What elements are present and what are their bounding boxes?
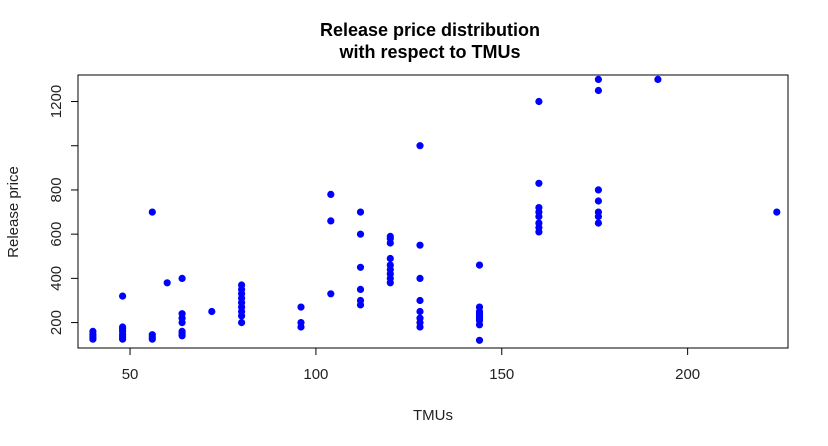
data-point: [327, 290, 335, 298]
plot-frame: [77, 74, 789, 349]
x-tick-label: 100: [303, 366, 328, 383]
y-tick-label: 200: [48, 310, 65, 335]
data-point: [535, 204, 543, 212]
data-point: [475, 336, 484, 344]
data-point: [356, 263, 365, 271]
data-point: [178, 274, 186, 283]
data-point: [148, 208, 156, 216]
y-tick-label: 800: [48, 177, 65, 202]
data-point: [594, 197, 603, 205]
data-point: [594, 86, 603, 95]
data-point: [594, 75, 603, 83]
data-point: [535, 97, 543, 106]
data-point: [148, 331, 156, 339]
y-tick-label: 600: [48, 222, 65, 247]
data-point: [475, 303, 484, 311]
data-point: [356, 296, 365, 305]
data-point: [773, 208, 781, 216]
data-point: [89, 327, 97, 336]
data-point: [416, 307, 424, 316]
data-point: [118, 292, 127, 300]
data-point: [416, 241, 424, 249]
data-point: [356, 208, 365, 216]
chart-title-line2: with respect to TMUs: [338, 42, 520, 62]
data-point: [327, 217, 335, 225]
y-tick-label: 1200: [48, 85, 65, 118]
data-point: [208, 307, 216, 316]
data-point: [594, 219, 603, 227]
x-axis-label: TMUs: [413, 407, 453, 424]
data-point: [386, 254, 394, 263]
data-point: [178, 327, 186, 336]
data-point: [386, 261, 394, 269]
x-axis: 50 100 150 200: [122, 347, 700, 383]
data-point: [416, 274, 424, 283]
data-point: [535, 219, 543, 227]
data-point: [475, 261, 484, 269]
data-point: [416, 142, 424, 150]
chart-title-line1: Release price distribution: [320, 20, 540, 40]
data-points: [89, 75, 781, 344]
x-tick-label: 50: [122, 366, 139, 383]
data-point: [416, 314, 424, 322]
data-point: [238, 319, 246, 327]
data-point: [535, 179, 543, 187]
y-axis: 200 400 600 800 1200: [48, 85, 79, 335]
data-point: [178, 310, 186, 318]
x-tick-label: 200: [675, 366, 700, 383]
y-tick-label: 400: [48, 266, 65, 291]
data-point: [163, 279, 171, 287]
data-point: [297, 319, 305, 327]
x-tick-label: 150: [489, 366, 514, 383]
y-axis-label: Release price: [5, 166, 22, 258]
data-point: [118, 323, 127, 331]
data-point: [356, 285, 365, 294]
data-point: [327, 190, 335, 198]
data-point: [594, 208, 603, 216]
data-point: [594, 186, 603, 194]
data-point: [386, 232, 394, 240]
data-point: [416, 296, 424, 305]
data-point: [654, 75, 662, 83]
data-point: [238, 281, 246, 289]
data-point: [356, 230, 365, 238]
data-point: [297, 303, 305, 311]
